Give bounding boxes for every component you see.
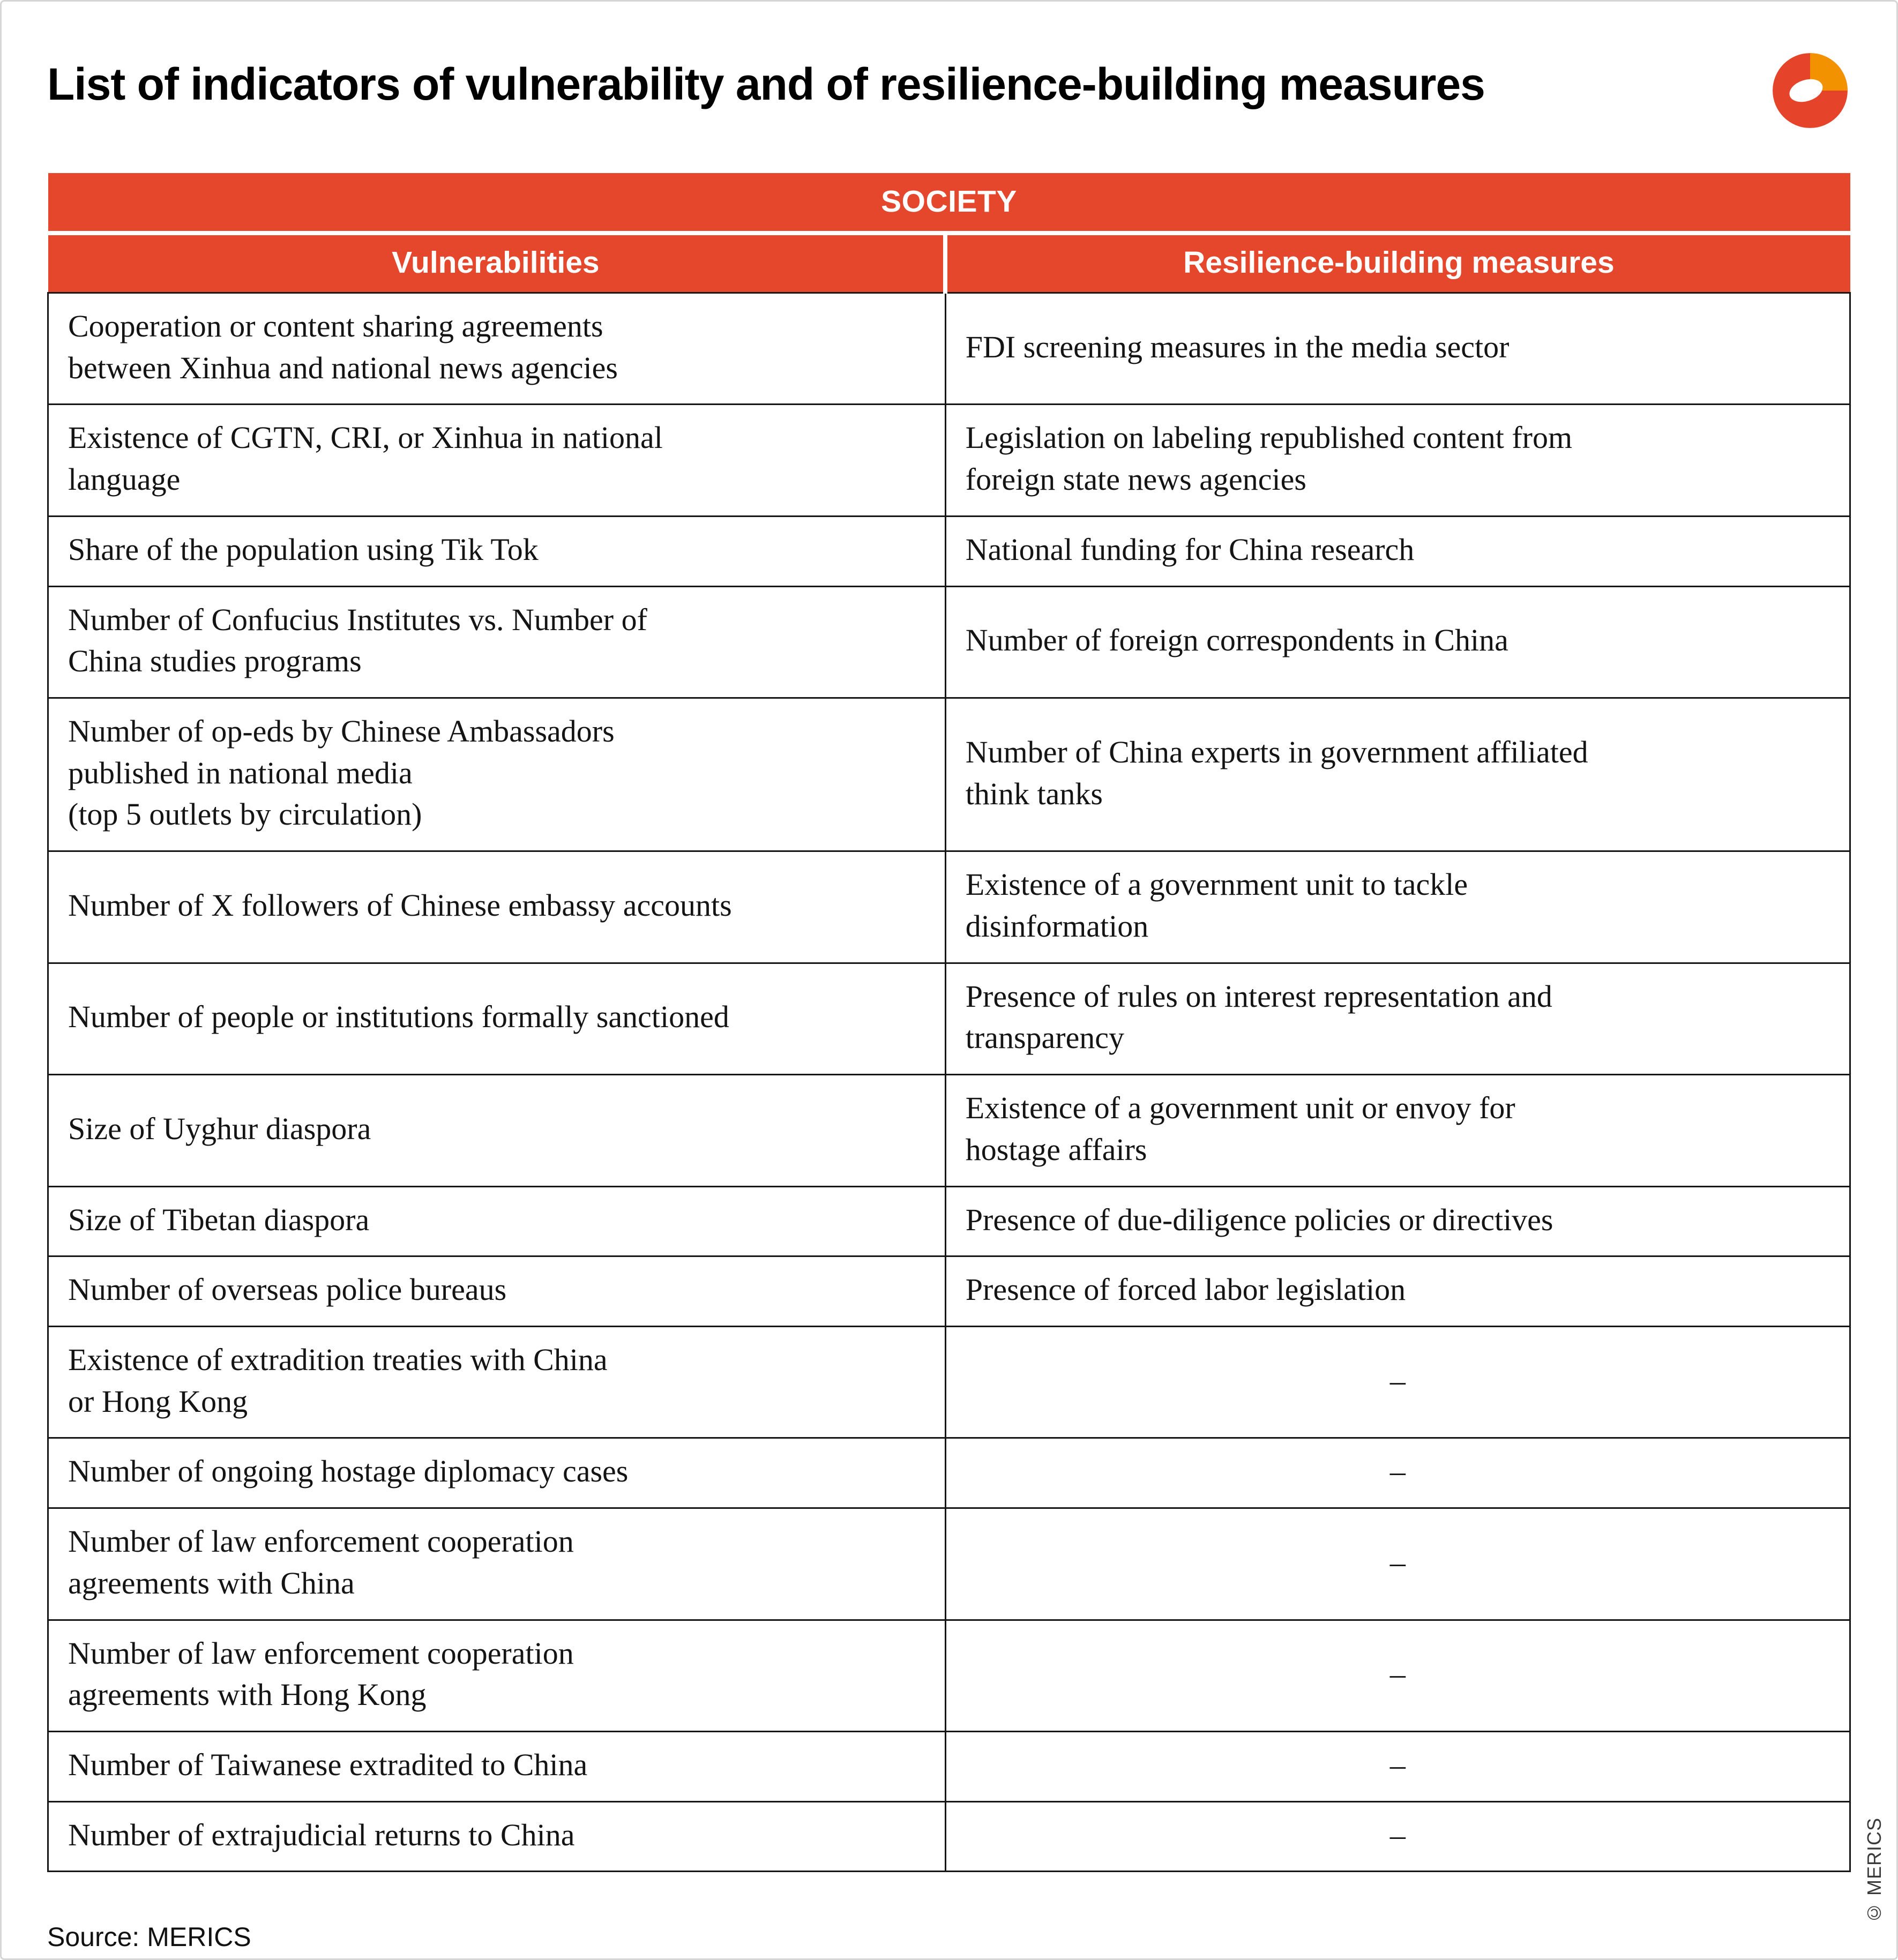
table-row: Size of Tibetan diaspora Presence of due-…: [47, 1185, 1851, 1258]
resilience-measure-cell: –: [944, 1800, 1851, 1873]
vulnerability-cell: Number of law enforcement cooperation ag…: [47, 1619, 946, 1732]
resilience-measure-cell: Number of foreign correspondents in Chin…: [944, 585, 1851, 699]
column-header-resilience-measures: Resilience-building measures: [943, 233, 1850, 293]
resilience-measure-cell: Presence of rules on interest representa…: [944, 962, 1851, 1076]
vulnerability-cell: Size of Tibetan diaspora: [47, 1185, 946, 1258]
table-row: Number of law enforcement cooperation ag…: [47, 1619, 1851, 1732]
vulnerability-cell: Share of the population using Tik Tok: [47, 515, 946, 587]
table-row: Existence of CGTN, CRI, or Xinhua in nat…: [47, 403, 1851, 517]
table-row: Number of ongoing hostage diplomacy case…: [47, 1437, 1851, 1509]
vulnerability-cell: Cooperation or content sharing agreement…: [47, 291, 946, 406]
resilience-measure-cell: FDI screening measures in the media sect…: [944, 291, 1851, 406]
column-header-row: Vulnerabilities Resilience-building meas…: [48, 233, 1850, 293]
table-row: Number of X followers of Chinese embassy…: [47, 850, 1851, 964]
vulnerability-cell: Number of ongoing hostage diplomacy case…: [47, 1437, 946, 1509]
vulnerability-cell: Number of law enforcement cooperation ag…: [47, 1507, 946, 1621]
table-row: Cooperation or content sharing agreement…: [47, 291, 1851, 406]
resilience-measure-cell: –: [944, 1507, 1851, 1621]
resilience-measure-cell: Number of China experts in government af…: [944, 697, 1851, 852]
table-row: Size of Uyghur diaspora Existence of a go…: [47, 1074, 1851, 1187]
table-row: Number of people or institutions formall…: [47, 962, 1851, 1076]
table-row: Number of extrajudicial returns to China…: [47, 1800, 1851, 1873]
resilience-measure-cell: –: [944, 1730, 1851, 1802]
resilience-measure-cell: Legislation on labeling republished cont…: [944, 403, 1851, 517]
table-row: Existence of extradition treaties with C…: [47, 1325, 1851, 1439]
resilience-measure-cell: Presence of forced labor legislation: [944, 1255, 1851, 1327]
resilience-measure-cell: –: [944, 1437, 1851, 1509]
column-header-vulnerabilities: Vulnerabilities: [48, 233, 946, 293]
table-head: SOCIETY Vulnerabilities Resilience-build…: [48, 173, 1850, 293]
vulnerability-cell: Number of extrajudicial returns to China: [47, 1800, 946, 1873]
resilience-measure-cell: –: [944, 1619, 1851, 1732]
table-body: Cooperation or content sharing agreement…: [47, 291, 1851, 1873]
resilience-measure-cell: Presence of due-diligence policies or di…: [944, 1185, 1851, 1258]
section-header-row: SOCIETY: [48, 173, 1850, 235]
resilience-measure-cell: Existence of a government unit to tackle…: [944, 850, 1851, 964]
vulnerability-cell: Number of overseas police bureaus: [47, 1255, 946, 1327]
vulnerability-cell: Existence of CGTN, CRI, or Xinhua in nat…: [47, 403, 946, 517]
table-row: Number of law enforcement cooperation ag…: [47, 1507, 1851, 1621]
table-row: Number of Taiwanese extradited to China –: [47, 1730, 1851, 1802]
vulnerability-cell: Number of people or institutions formall…: [47, 962, 946, 1076]
table-row: Number of overseas police bureaus Presenc…: [47, 1255, 1851, 1327]
resilience-measure-cell: Existence of a government unit or envoy …: [944, 1074, 1851, 1187]
vulnerability-cell: Number of op-eds by Chinese Ambassadors …: [47, 697, 946, 852]
vulnerability-cell: Number of X followers of Chinese embassy…: [47, 850, 946, 964]
table-row: Number of op-eds by Chinese Ambassadors …: [47, 697, 1851, 852]
vulnerability-cell: Existence of extradition treaties with C…: [47, 1325, 946, 1439]
section-header: SOCIETY: [48, 173, 1850, 235]
resilience-measure-cell: –: [944, 1325, 1851, 1439]
source-note: Source: MERICS: [47, 1922, 251, 1952]
vulnerability-cell: Number of Confucius Institutes vs. Numbe…: [47, 585, 946, 699]
vulnerability-cell: Number of Taiwanese extradited to China: [47, 1730, 946, 1802]
table-row: Number of Confucius Institutes vs. Numbe…: [47, 585, 1851, 699]
copyright-note: © MERICS: [1863, 1817, 1885, 1924]
vulnerability-cell: Size of Uyghur diaspora: [47, 1074, 946, 1187]
resilience-measure-cell: National funding for China research: [944, 515, 1851, 587]
merics-logo-icon: [1769, 50, 1851, 131]
page-title: List of indicators of vulnerability and …: [47, 59, 1485, 109]
title-row: List of indicators of vulnerability and …: [47, 50, 1851, 131]
table-row: Share of the population using Tik Tok Nat…: [47, 515, 1851, 587]
indicators-table: SOCIETY Vulnerabilities Resilience-build…: [47, 173, 1851, 1873]
